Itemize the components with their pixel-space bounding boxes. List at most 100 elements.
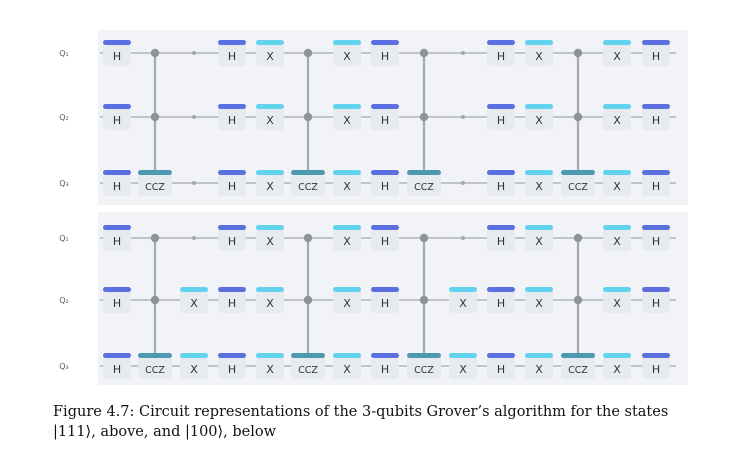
gate-box (333, 42, 361, 66)
wire-junction-dot (192, 236, 196, 240)
x-gate: X (256, 287, 284, 313)
x-gate: X (333, 104, 361, 130)
control-dot (150, 233, 160, 243)
gate-box (371, 355, 399, 379)
gate-color-bar (218, 287, 246, 292)
circuit-grover-111: Q₁ Q₂ Q₃ H H H CCZ H H H X X X CCZ X X X H H H CCZ H H H X X X CCZ X… (59, 30, 688, 205)
gate-box (407, 355, 441, 379)
gate-box (103, 289, 131, 313)
gate-label: H (228, 235, 236, 248)
gate-box (333, 289, 361, 313)
x-gate: X (256, 225, 284, 251)
control-dot (419, 112, 429, 122)
gate-color-bar (333, 104, 361, 109)
gate-box (449, 289, 477, 313)
gate-color-bar (333, 225, 361, 230)
control-dot (303, 295, 313, 305)
gate-label: X (535, 180, 543, 193)
h-gate: H (371, 353, 399, 379)
gate-color-bar (256, 225, 284, 230)
gate-box (256, 106, 284, 130)
gate-label: H (497, 297, 505, 310)
h-gate: H (371, 287, 399, 313)
gate-label: X (613, 50, 621, 63)
gate-color-bar (603, 40, 631, 45)
gate-color-bar (371, 40, 399, 45)
gate-box (180, 355, 208, 379)
gate-label: CCZ (145, 182, 165, 193)
qubit-label: Q₁ (59, 49, 69, 58)
gate-color-bar (333, 353, 361, 358)
gate-label: X (266, 235, 274, 248)
h-gate: H (218, 353, 246, 379)
h-gate: H (103, 40, 131, 66)
gate-color-bar (256, 353, 284, 358)
gate-color-bar (180, 353, 208, 358)
wire-junction-dot (192, 51, 196, 55)
control-dot (150, 295, 160, 305)
gate-label: X (343, 180, 351, 193)
x-gate: X (256, 353, 284, 379)
gate-box (256, 172, 284, 196)
gate-color-bar (525, 353, 553, 358)
gate-color-bar (407, 170, 441, 175)
gate-label: X (613, 363, 621, 376)
gate-box (218, 172, 246, 196)
gate-color-bar (333, 170, 361, 175)
h-gate: H (103, 104, 131, 130)
gate-box (138, 355, 172, 379)
x-gate: X (256, 170, 284, 196)
gate-box (603, 289, 631, 313)
gate-box (561, 355, 595, 379)
h-gate: H (218, 40, 246, 66)
gate-label: H (228, 363, 236, 376)
ccz-gate: CCZ (291, 170, 325, 196)
gate-label: H (228, 297, 236, 310)
x-gate: X (180, 287, 208, 313)
gate-box (333, 172, 361, 196)
h-gate: H (371, 170, 399, 196)
control-dot (419, 233, 429, 243)
qubit-label: Q₁ (59, 234, 69, 243)
gate-color-bar (603, 104, 631, 109)
gate-label: CCZ (298, 182, 318, 193)
gate-box (256, 289, 284, 313)
gate-color-bar (218, 170, 246, 175)
control-dot (419, 295, 429, 305)
gate-label: X (343, 235, 351, 248)
gate-color-bar (642, 225, 670, 230)
h-gate: H (218, 225, 246, 251)
gate-color-bar (561, 170, 595, 175)
gate-box (487, 355, 515, 379)
h-gate: H (371, 225, 399, 251)
h-gate: H (487, 225, 515, 251)
wire-junction-dot (461, 236, 465, 240)
gate-color-bar (103, 287, 131, 292)
gate-color-bar (256, 40, 284, 45)
gate-color-bar (103, 40, 131, 45)
gate-color-bar (371, 225, 399, 230)
gate-label: CCZ (414, 365, 434, 376)
gate-box (371, 227, 399, 251)
gate-label: H (113, 297, 121, 310)
h-gate: H (487, 287, 515, 313)
gate-color-bar (561, 353, 595, 358)
gate-box (256, 227, 284, 251)
gate-box (603, 106, 631, 130)
gate-color-bar (138, 170, 172, 175)
gate-label: X (535, 114, 543, 127)
gate-label: X (613, 114, 621, 127)
control-dot (150, 48, 160, 58)
gate-label: H (381, 114, 389, 127)
x-gate: X (603, 170, 631, 196)
gate-label: H (113, 50, 121, 63)
gate-color-bar (218, 225, 246, 230)
h-gate: H (642, 353, 670, 379)
control-dot (573, 233, 583, 243)
x-gate: X (525, 225, 553, 251)
gate-box (180, 289, 208, 313)
gate-box (256, 42, 284, 66)
x-gate: X (603, 225, 631, 251)
h-gate: H (218, 287, 246, 313)
gate-box (218, 42, 246, 66)
